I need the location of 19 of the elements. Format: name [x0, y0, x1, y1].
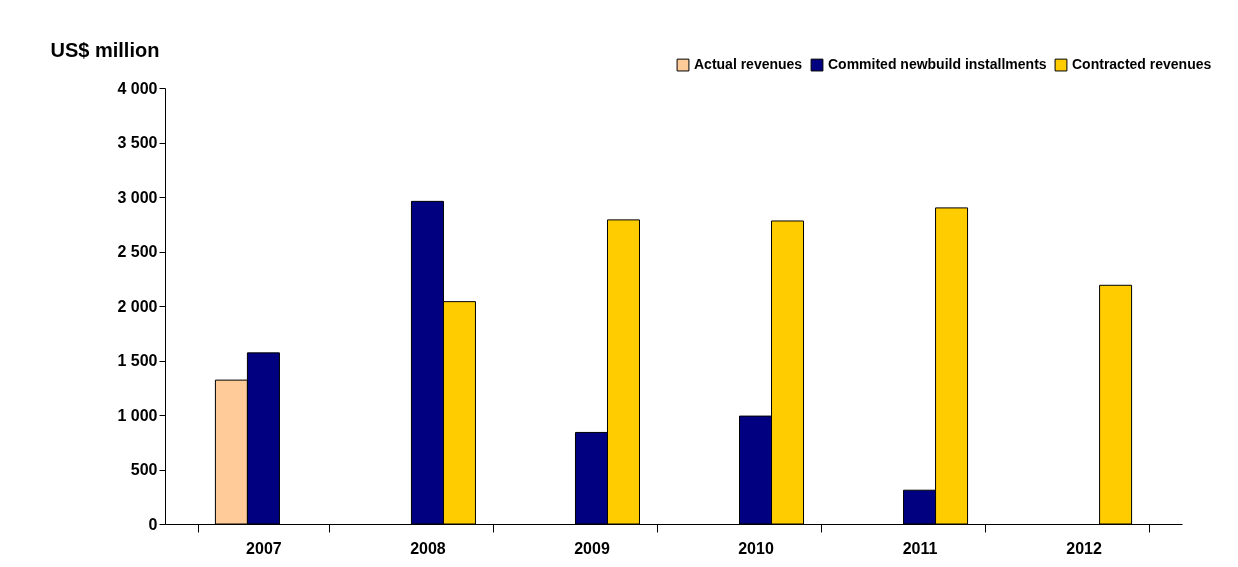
y-axis-title: US$ million [50, 38, 160, 61]
legend-label: Contracted revenues [1072, 56, 1212, 73]
legend-label: Commited newbuild installments [828, 56, 1047, 73]
y-tick-label: 1 000 [117, 406, 158, 424]
x-tick-label: 2011 [902, 539, 938, 557]
y-tick-label: 2 500 [117, 243, 158, 260]
y-tick-label: 3 000 [117, 188, 158, 206]
y-tick-label: 500 [130, 461, 158, 478]
x-tick-label: 2007 [246, 539, 282, 557]
y-tick-label: 1 500 [117, 352, 158, 369]
y-tick-label: 3 500 [117, 134, 158, 151]
y-tick-label: 0 [148, 515, 158, 533]
x-tick-label: 2008 [410, 539, 446, 557]
x-tick-label: 2009 [574, 539, 610, 557]
y-tick-label: 2 000 [117, 297, 158, 315]
x-tick-label: 2010 [738, 539, 774, 557]
legend-label: Actual revenues [694, 56, 803, 73]
x-tick-label: 2012 [1066, 539, 1102, 557]
y-tick-label: 4 000 [117, 79, 158, 97]
